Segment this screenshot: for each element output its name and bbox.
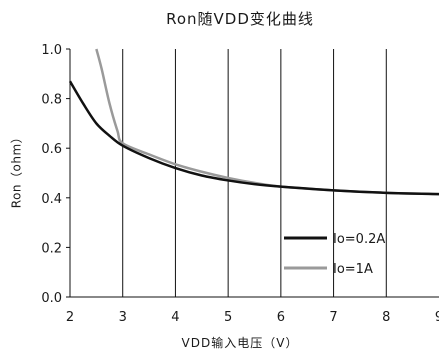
- x-tick-label-1: 3: [119, 310, 127, 325]
- x-tick-label-0: 2: [66, 310, 74, 325]
- chart-title: Ron随VDD变化曲线: [166, 10, 314, 28]
- x-axis-label: VDD输入电压（V）: [181, 336, 299, 350]
- x-tick-label-3: 5: [224, 310, 232, 325]
- legend: Io=0.2A Io=1A: [284, 232, 385, 277]
- x-tick-label-5: 7: [329, 310, 337, 325]
- x-tick-label-2: 4: [171, 310, 179, 325]
- series-line-0: [68, 80, 439, 196]
- axes: [66, 48, 439, 298]
- legend-label-0: Io=0.2A: [333, 232, 385, 247]
- y-tick-label-5: 1.0: [41, 43, 62, 58]
- x-tick-label-6: 8: [382, 310, 390, 325]
- series-lines: [68, 48, 439, 196]
- y-tick-label-1: 0.2: [41, 241, 62, 256]
- y-tick-label-3: 0.6: [41, 142, 62, 157]
- grid: [122, 49, 387, 297]
- x-tick-label-4: 6: [277, 310, 285, 325]
- y-tick-label-4: 0.8: [41, 93, 62, 108]
- legend-label-1: Io=1A: [333, 262, 373, 277]
- x-tick-label-7: 9: [435, 310, 439, 325]
- tick-labels: 0.0 0.2 0.4 0.6 0.8 1.0 2 3 4 5 6 7 8 9: [41, 43, 439, 325]
- y-tick-label-2: 0.4: [41, 192, 62, 207]
- y-tick-label-0: 0.0: [41, 291, 62, 306]
- series-line-1: [95, 48, 439, 196]
